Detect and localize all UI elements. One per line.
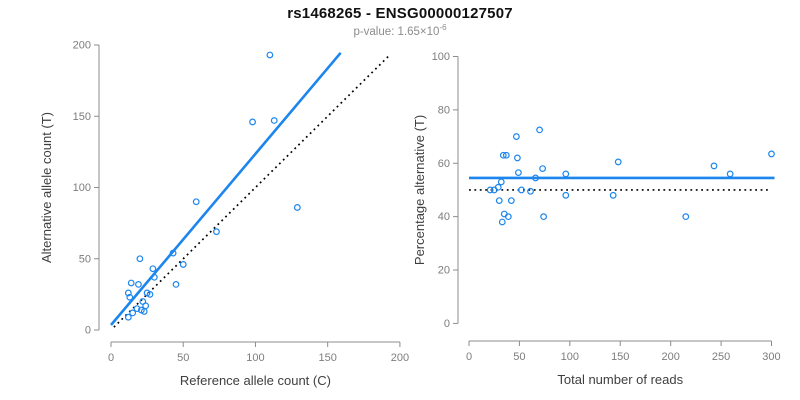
data-point xyxy=(540,213,548,221)
data-point xyxy=(169,249,177,257)
pvalue-text: p-value: 1.65×10 xyxy=(353,25,440,38)
data-point xyxy=(726,170,734,178)
data-point xyxy=(146,290,154,298)
x-axis-title: Reference allele count (C) xyxy=(180,373,331,388)
y-tick-label: 100 xyxy=(432,51,450,63)
x-tick-label: 250 xyxy=(712,351,730,363)
data-point xyxy=(609,191,617,199)
data-point xyxy=(172,281,180,288)
plot-subtitle: p-value: 1.65×10-6 xyxy=(0,23,800,38)
data-point xyxy=(682,213,690,221)
data-point xyxy=(507,197,515,205)
y-tick-label: 0 xyxy=(85,325,91,337)
data-point xyxy=(539,165,547,172)
data-point xyxy=(192,198,200,206)
y-tick-label: 50 xyxy=(79,253,91,265)
y-tick-label: 40 xyxy=(438,211,450,223)
x-tick-label: 0 xyxy=(108,352,114,364)
data-point xyxy=(504,213,512,221)
data-point xyxy=(293,204,301,211)
y-tick-label: 100 xyxy=(73,182,91,194)
x-tick-label: 150 xyxy=(318,352,336,364)
data-point xyxy=(126,293,134,301)
x-tick-label: 200 xyxy=(661,351,679,363)
y-tick-label: 150 xyxy=(73,111,91,123)
data-point xyxy=(270,117,278,124)
data-point xyxy=(149,265,157,273)
data-point xyxy=(124,289,132,297)
data-point xyxy=(133,305,141,313)
data-point xyxy=(515,169,522,177)
x-tick-label: 100 xyxy=(561,351,579,363)
x-tick-label: 50 xyxy=(513,351,525,363)
data-point xyxy=(213,228,220,236)
x-tick-label: 150 xyxy=(611,351,629,363)
data-point xyxy=(527,187,534,195)
data-point xyxy=(124,313,132,321)
data-point xyxy=(499,151,507,159)
data-point xyxy=(498,218,506,226)
x-tick-label: 100 xyxy=(246,352,264,364)
data-point xyxy=(136,255,144,263)
pvalue-exponent: -6 xyxy=(439,23,447,32)
data-point xyxy=(536,126,543,134)
data-point xyxy=(562,191,570,199)
data-point xyxy=(179,261,187,268)
data-point xyxy=(502,151,510,159)
y-axis-title: Alternative allele count (T) xyxy=(39,112,54,263)
plot-title: rs1468265 - ENSG00000127507 xyxy=(287,5,513,22)
data-point xyxy=(497,178,505,186)
data-point xyxy=(562,170,570,178)
y-tick-label: 200 xyxy=(73,40,91,52)
y-axis-title: Percentage alternative (T) xyxy=(412,115,427,265)
data-point xyxy=(768,150,775,158)
data-point xyxy=(486,186,494,194)
y-tick-label: 20 xyxy=(438,265,450,277)
data-point xyxy=(512,133,520,140)
y-tick-label: 0 xyxy=(444,318,450,330)
data-point xyxy=(614,158,622,166)
data-point xyxy=(494,183,502,191)
data-point xyxy=(710,162,718,170)
fit-line xyxy=(110,51,342,326)
x-tick-label: 300 xyxy=(762,351,780,363)
y-tick-label: 60 xyxy=(438,158,450,170)
identity-line xyxy=(113,55,389,328)
y-tick-label: 80 xyxy=(438,104,450,116)
x-tick-label: 0 xyxy=(466,351,472,363)
data-point xyxy=(127,279,135,287)
data-point xyxy=(249,118,256,126)
data-point xyxy=(135,281,142,288)
data-point xyxy=(513,154,521,162)
data-point xyxy=(150,273,158,281)
x-tick-label: 200 xyxy=(391,352,409,364)
data-point xyxy=(140,308,148,315)
x-tick-label: 50 xyxy=(177,352,189,364)
data-point xyxy=(518,186,525,194)
data-point xyxy=(495,197,503,205)
data-point xyxy=(266,51,274,59)
data-point xyxy=(129,309,137,317)
data-point xyxy=(532,174,539,182)
x-axis-title: Total number of reads xyxy=(557,372,683,387)
